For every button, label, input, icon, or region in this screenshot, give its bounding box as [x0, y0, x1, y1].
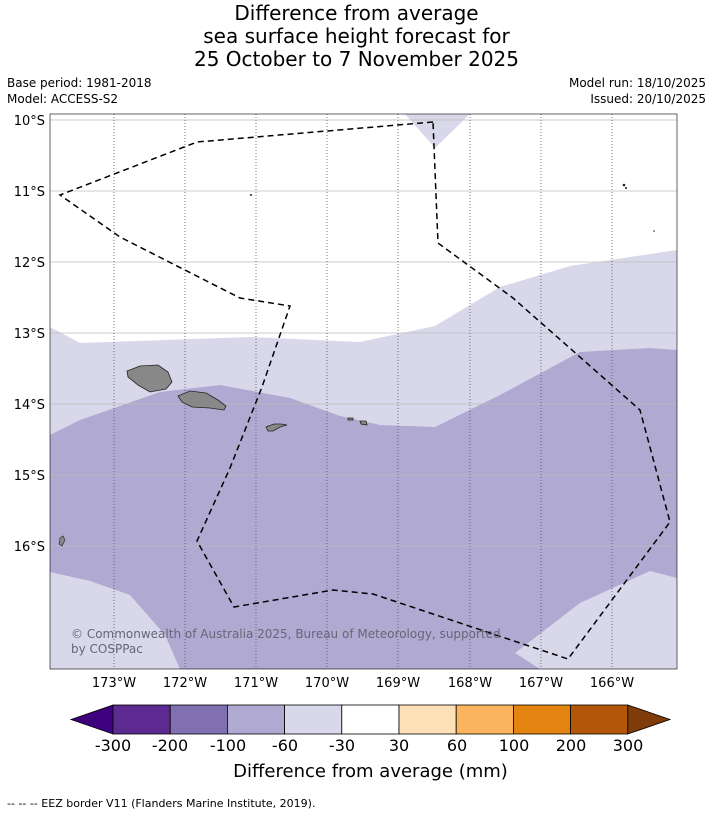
- lat-label: 11°S: [14, 185, 45, 200]
- colorbar-tick-label: 30: [389, 736, 409, 755]
- colorbar-extend-high: [627, 704, 672, 735]
- lat-label: 13°S: [14, 327, 45, 342]
- lat-gridlines: [50, 119, 677, 547]
- colorbar-swatch: [284, 704, 343, 735]
- colorbar-label: Difference from average (mm): [233, 761, 508, 782]
- lat-labels: 10°S 11°S 12°S 13°S 14°S 15°S 16°S: [14, 114, 45, 555]
- colorbar-swatch: [455, 704, 514, 735]
- lat-label: 14°S: [14, 398, 45, 413]
- lon-label: 170°W: [305, 676, 349, 691]
- small-island: [250, 194, 252, 196]
- lat-label: 12°S: [14, 256, 45, 271]
- lon-label: 171°W: [234, 676, 278, 691]
- savaii-island: [126, 364, 173, 393]
- manua-islands: [347, 417, 368, 426]
- map-frame: [49, 113, 678, 670]
- colorbar-tick-label: -300: [95, 736, 131, 755]
- lon-gridlines: [113, 114, 613, 669]
- colorbar-tick-label: 100: [499, 736, 530, 755]
- copyright-line-1: © Commonwealth of Australia 2025, Bureau…: [71, 627, 501, 641]
- lon-label: 166°W: [590, 676, 634, 691]
- swains-island: [58, 535, 66, 547]
- lon-label: 169°W: [376, 676, 420, 691]
- model-name: Model: ACCESS-S2: [7, 92, 119, 106]
- model-run: Model run: 18/10/2025: [568, 76, 706, 90]
- title-line-3: 25 October to 7 November 2025: [193, 47, 520, 71]
- base-period: Base period: 1981-2018: [7, 76, 152, 90]
- lon-label: 167°W: [519, 676, 563, 691]
- chart-title: Difference from average sea surface heig…: [0, 2, 713, 71]
- colorbar-swatch: [513, 704, 572, 735]
- colorbar-extend-low: [69, 704, 114, 735]
- colorbar: [69, 704, 672, 735]
- lon-labels: 173°W 172°W 171°W 170°W 169°W 168°W 167°…: [92, 676, 634, 691]
- colorbar-tick-labels: -300 -200 -100 -60 -30 30 60 100 200 300: [95, 736, 643, 755]
- meta-left: Base period: 1981-2018 Model: ACCESS-S2: [7, 75, 152, 107]
- colorbar-tick-label: 200: [556, 736, 587, 755]
- colorbar-swatch: [169, 704, 228, 735]
- colorbar-swatch: [398, 704, 457, 735]
- copyright-line-2: by COSPPac: [71, 642, 143, 656]
- lon-label: 168°W: [448, 676, 492, 691]
- lon-label: 173°W: [92, 676, 136, 691]
- tutuila-island: [265, 423, 288, 432]
- colorbar-tick-label: 300: [613, 736, 644, 755]
- colorbar-tick-label: 60: [447, 736, 467, 755]
- colorbar-tick-label: -60: [272, 736, 298, 755]
- map-plot-area: © Commonwealth of Australia 2025, Bureau…: [50, 114, 677, 669]
- eez-border: [58, 121, 671, 660]
- band-minus100-minus60: [50, 348, 677, 669]
- upolu-island: [177, 390, 227, 411]
- colorbar-swatch: [112, 704, 171, 735]
- colorbar-tick-label: -200: [152, 736, 188, 755]
- colorbar-tick-label: -30: [329, 736, 355, 755]
- issued-date: Issued: 20/10/2025: [590, 92, 706, 106]
- title-line-2: sea surface height forecast for: [203, 24, 510, 48]
- colorbar-swatch: [226, 704, 285, 735]
- small-island: [622, 183, 626, 187]
- lat-label: 10°S: [14, 114, 45, 129]
- lat-label: 16°S: [14, 540, 45, 555]
- footnote: -- -- -- EEZ border V11 (Flanders Marine…: [7, 797, 316, 810]
- lon-label: 172°W: [163, 676, 207, 691]
- lat-label: 15°S: [14, 469, 45, 484]
- title-line-1: Difference from average: [234, 1, 479, 25]
- small-island: [653, 230, 655, 232]
- colorbar-tick-label: -100: [210, 736, 246, 755]
- small-island: [625, 187, 627, 189]
- colorbar-swatch: [341, 704, 400, 735]
- meta-right: Model run: 18/10/2025 Issued: 20/10/2025: [569, 75, 706, 107]
- colorbar-swatch: [570, 704, 629, 735]
